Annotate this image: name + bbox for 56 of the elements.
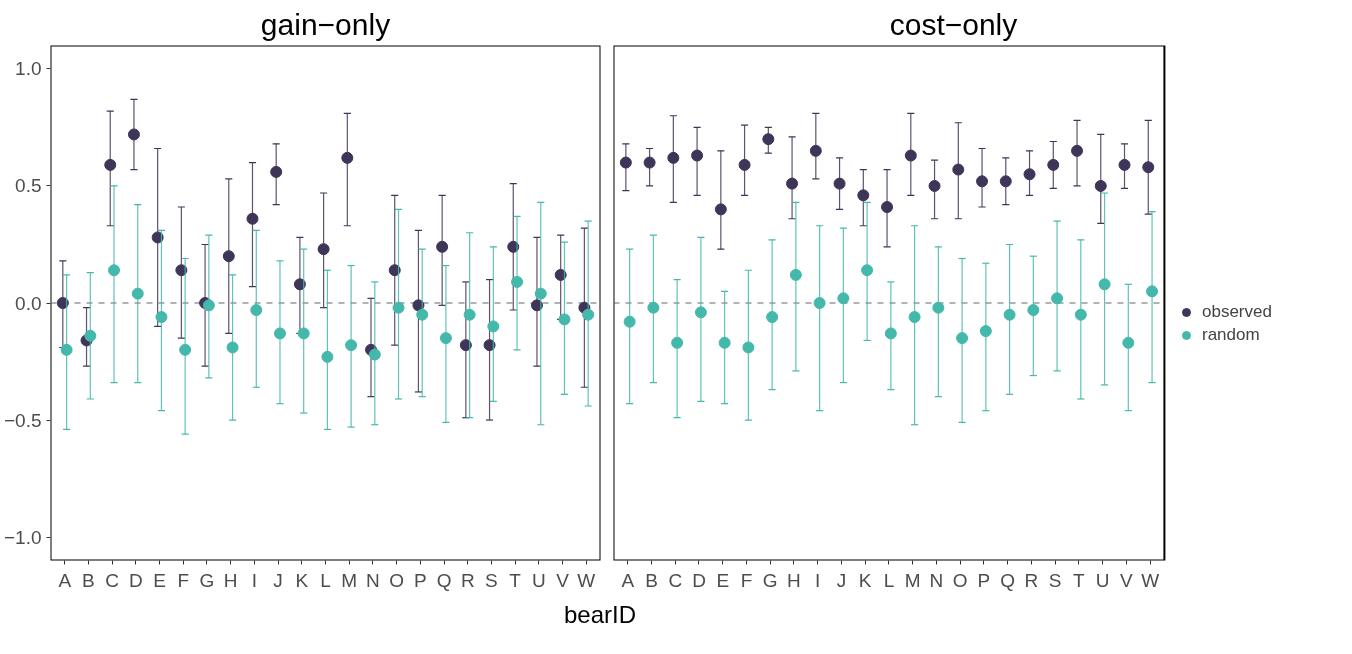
x-tick-label: A [58, 569, 72, 591]
x-tick-label: B [645, 569, 658, 591]
x-tick-label: I [251, 569, 258, 591]
x-tick-label: V [1120, 569, 1134, 591]
chart-title: gain−only [260, 7, 391, 41]
x-tick-label: Q [436, 569, 452, 591]
x-tick-label: B [82, 569, 95, 591]
x-tick-label: A [621, 569, 635, 591]
x-tick-label: O [389, 569, 405, 591]
x-tick-label: F [177, 569, 190, 591]
x-tick-label: U [532, 569, 546, 591]
x-tick-label: R [460, 569, 475, 591]
y-tick-label: 1.0 [15, 58, 42, 80]
x-tick-label: L [320, 569, 331, 591]
y-tick-label: −1.0 [3, 526, 42, 548]
x-tick-label: I [815, 569, 821, 591]
x-tick-label: J [836, 569, 847, 591]
x-tick-label: P [977, 569, 991, 591]
x-tick-label: D [128, 569, 143, 591]
x-tick-label: E [716, 569, 730, 591]
chart-title: cost−only [889, 7, 1018, 41]
x-tick-label: M [904, 569, 921, 591]
x-tick-label: D [692, 569, 706, 591]
x-tick-label: O [952, 569, 968, 591]
x-tick-label: N [929, 569, 944, 591]
x-tick-label: S [1048, 569, 1062, 591]
x-tick-label: U [1095, 569, 1110, 591]
y-tick-label: 0.5 [15, 175, 42, 197]
x-tick-label: V [556, 569, 570, 591]
x-tick-label: J [273, 569, 283, 591]
x-tick-label: P [413, 569, 427, 591]
x-tick-label: E [153, 569, 166, 591]
x-tick-label: Q [1000, 569, 1016, 591]
x-tick-label: C [668, 569, 683, 591]
x-tick-label: G [762, 569, 778, 591]
x-tick-label: K [295, 569, 309, 591]
x-tick-label: L [883, 569, 895, 591]
x-tick-label: W [1141, 569, 1160, 591]
x-tick-label: H [223, 569, 238, 591]
legend-label: random [1202, 325, 1260, 345]
y-tick-label: −0.5 [3, 409, 42, 431]
x-tick-label: N [366, 569, 380, 591]
x-tick-label: T [1073, 569, 1086, 591]
x-tick-label: T [509, 569, 522, 591]
y-tick-label: 0.0 [15, 292, 42, 314]
x-tick-label: M [341, 569, 358, 591]
x-tick-label: K [858, 569, 872, 591]
x-tick-label: F [740, 569, 753, 591]
x-tick-label: G [199, 569, 215, 591]
x-tick-label: H [787, 569, 801, 591]
x-tick-label: C [105, 569, 120, 591]
x-tick-label: S [485, 569, 498, 591]
x-tick-label: R [1024, 569, 1039, 591]
x-tick-label: W [577, 569, 596, 591]
legend-label: observed [1202, 302, 1272, 322]
x-axis-title: bearID [563, 600, 637, 630]
